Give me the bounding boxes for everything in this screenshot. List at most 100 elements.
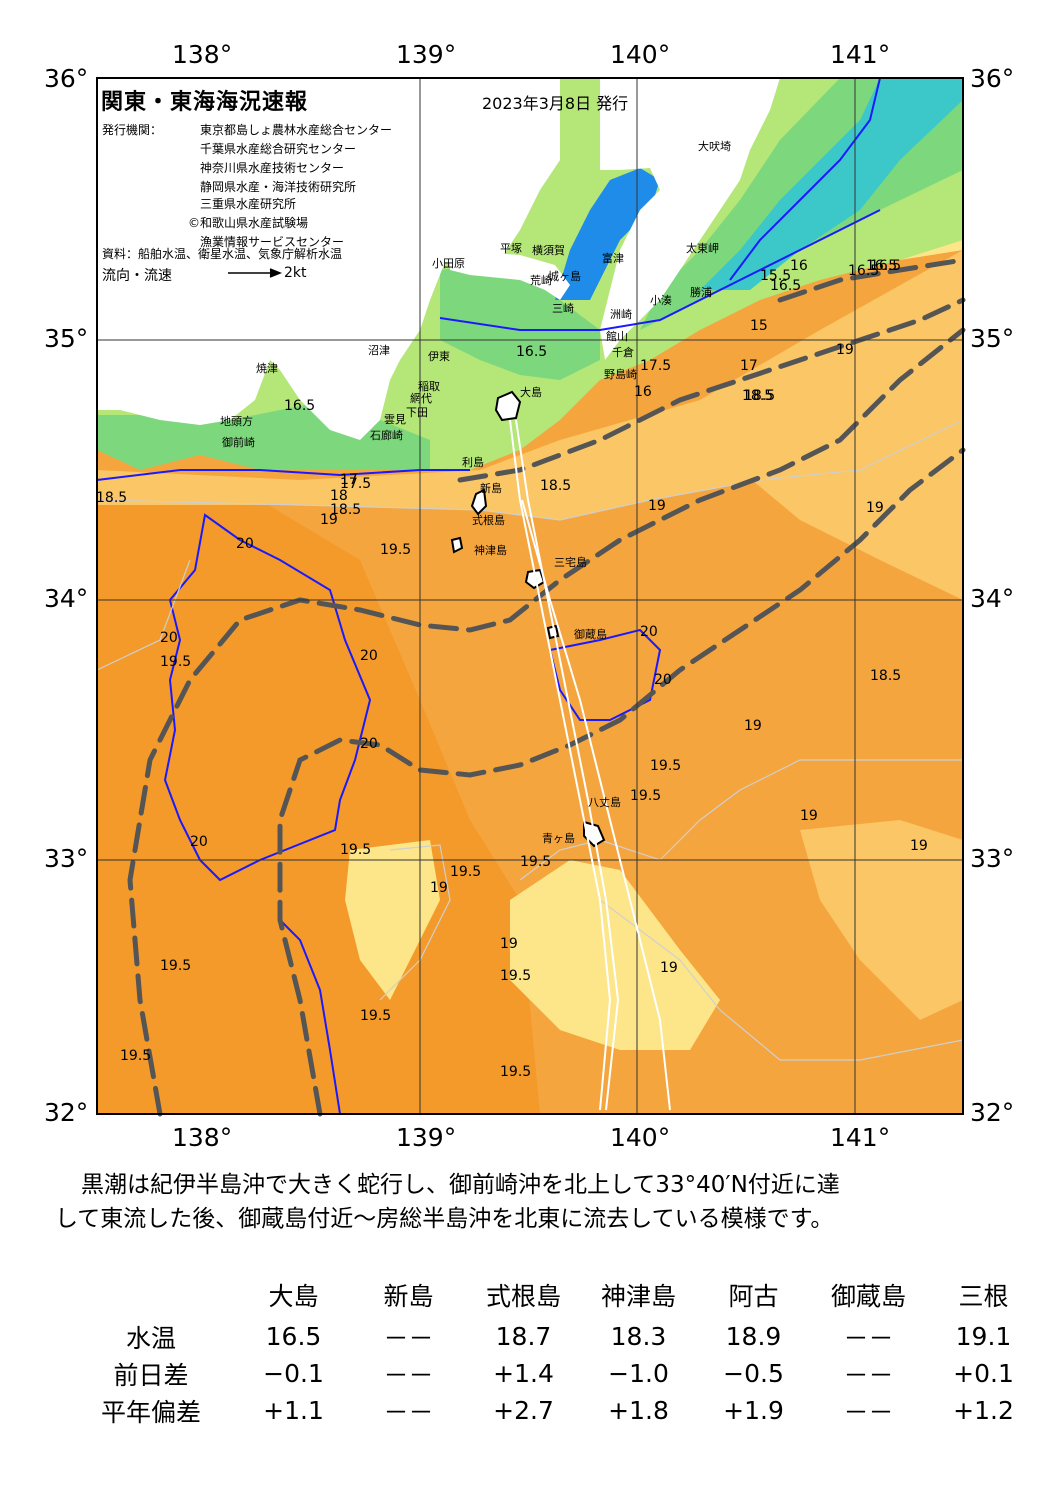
latitude-label-left-35: 35° (44, 324, 89, 353)
isotherm-label: 16.5 (848, 263, 879, 279)
table-cell: +1.4 (493, 1359, 554, 1388)
table-cell: 18.3 (610, 1322, 667, 1351)
agency-item: 千葉県水産総合研究センター (200, 142, 357, 156)
table-cell: 19.1 (955, 1322, 1012, 1351)
place-name-label: 千倉 (612, 345, 634, 359)
place-name-label: 伊東 (428, 350, 450, 363)
table-row: 前日差 −0.1 －－ +1.4 −1.0 −0.5 －－ +0.1 (66, 1355, 1041, 1392)
ocean-yellow-south-east (800, 820, 963, 1020)
isotherm-20-south (279, 919, 341, 1115)
isotherm-boso-coast (729, 77, 881, 281)
data-source: 資料：船舶水温、衛星水温、気象庁解析水温 (102, 247, 343, 261)
table-corner (66, 1272, 236, 1318)
table-cell: +1.9 (723, 1396, 784, 1425)
table-row: 水温 16.5 －－ 18.7 18.3 18.9 －－ 19.1 (66, 1318, 1041, 1355)
agency-list: 東京都島しょ農林水産総合センター 千葉県水産総合研究センター 神奈川県水産技術セ… (188, 121, 393, 252)
place-name-label: 城ヶ島 (548, 269, 581, 283)
agency-item: ©和歌山県水産試験場 (188, 216, 309, 230)
place-name-label: 下田 (406, 406, 428, 419)
place-name-label: 新島 (480, 481, 502, 495)
isotherm-label: 15 (750, 318, 768, 334)
row-label: 水温 (125, 1323, 176, 1353)
isotherm-label: 18.5 (330, 502, 361, 518)
isotherm-label: 19 (800, 808, 818, 824)
isotherm-label: 19.5 (500, 1064, 531, 1080)
isotherm-label: 18.5 (742, 388, 773, 404)
isotherm-label: 20 (654, 672, 672, 688)
isotherm-label: 19.5 (360, 1008, 391, 1024)
longitude-label-top-139: 139° (396, 40, 457, 69)
place-name-label: 御前崎 (222, 435, 255, 449)
table-cell: －－ (843, 1360, 894, 1390)
isotherm-label: 19 (910, 838, 928, 854)
isotherm-label: 19.5 (340, 842, 371, 858)
isotherm-label: 20 (190, 834, 208, 850)
table-cell: +1.2 (953, 1396, 1014, 1425)
table-cell: −1.0 (608, 1359, 669, 1388)
isotherm-label: 19 (320, 512, 338, 528)
isotherm-label-layer: 16.516.516.516.51717.51818.518.518.518.5… (96, 258, 928, 1080)
table-cell: +2.7 (493, 1396, 554, 1425)
longitude-label-top-138: 138° (172, 40, 233, 69)
island-kozushima (450, 536, 464, 554)
agency-item: 東京都島しょ農林水産総合センター (200, 123, 393, 137)
ocean-yellow-south-west (345, 840, 440, 1000)
place-name-label: 荒崎 (530, 273, 552, 287)
isotherm-label: 18.5 (540, 478, 571, 494)
place-name-label: 式根島 (472, 513, 505, 527)
place-name-label: 沼津 (368, 343, 390, 357)
isotherm-label: 20 (640, 624, 658, 640)
kuroshio-axis-inner (277, 447, 966, 1117)
agency-item: 三重県水産研究所 (200, 197, 297, 211)
isotherm-20-center-loop (548, 628, 662, 721)
isotherm-label: 15.5 (760, 268, 791, 284)
place-name-label: 横須賀 (532, 243, 565, 257)
station-header: 神津島 (600, 1282, 676, 1311)
table-cell: －－ (383, 1323, 434, 1353)
isotherm-label: 19.5 (160, 654, 191, 670)
isotherm-label: 19 (660, 960, 678, 976)
longitude-label-bottom-139: 139° (396, 1123, 457, 1152)
isotherm-20-west-loop (163, 513, 372, 882)
place-name-label: 地頭方 (220, 414, 253, 428)
latitude-label-left-34: 34° (44, 584, 89, 613)
place-name-label: 野島崎 (604, 367, 637, 381)
agency-item: 静岡県水産・海洋技術研究所 (200, 180, 357, 194)
isotherm-label: 20 (360, 648, 378, 664)
isotherm-label: 16.5 (284, 398, 315, 414)
latitude-label-right-35: 35° (970, 324, 1015, 353)
isotherm-label: 18 (330, 488, 348, 504)
place-name-label: 館山 (606, 329, 628, 343)
isotherm-label: 19 (500, 936, 518, 952)
isotherm-label: 16.5 (770, 278, 801, 294)
place-name-label: 小田原 (432, 257, 465, 270)
table-cell: +1.8 (608, 1396, 669, 1425)
isotherm-label: 19 (648, 498, 666, 514)
station-header: 大島 (268, 1282, 319, 1311)
ocean-deep-orange-west (97, 500, 540, 1114)
isotherm-label: 16.5 (870, 258, 901, 274)
isotherm-label: 19.5 (630, 788, 661, 804)
isotherm-label: 17 (340, 472, 358, 488)
station-header: 御蔵島 (830, 1282, 906, 1311)
place-name-label: 大吠埼 (698, 139, 731, 153)
isotherm-label: 18.5 (744, 388, 775, 404)
isotherm-label: 20 (360, 736, 378, 752)
table-cell: +1.1 (263, 1396, 324, 1425)
place-name-label: 三崎 (552, 301, 574, 315)
longitude-label-top-140: 140° (610, 40, 671, 69)
isotherm-label: 19 (836, 342, 854, 358)
flow-scale-arrow (228, 268, 283, 278)
kuroshio-axis (127, 257, 966, 1117)
agency-label: 発行機関： (102, 123, 163, 137)
isotherm-label: 16 (790, 258, 808, 274)
land-izu-tokai (97, 78, 560, 440)
flow-legend-label: 流向・流速 (102, 268, 172, 284)
map-title: 関東・東海海況速報 (101, 90, 309, 115)
place-name-label: 利島 (462, 455, 484, 469)
isotherm-label: 19.5 (120, 1048, 151, 1064)
longitude-label-bottom-140: 140° (610, 1123, 671, 1152)
isotherm-18-5-north (96, 469, 470, 481)
station-header: 式根島 (485, 1282, 561, 1311)
